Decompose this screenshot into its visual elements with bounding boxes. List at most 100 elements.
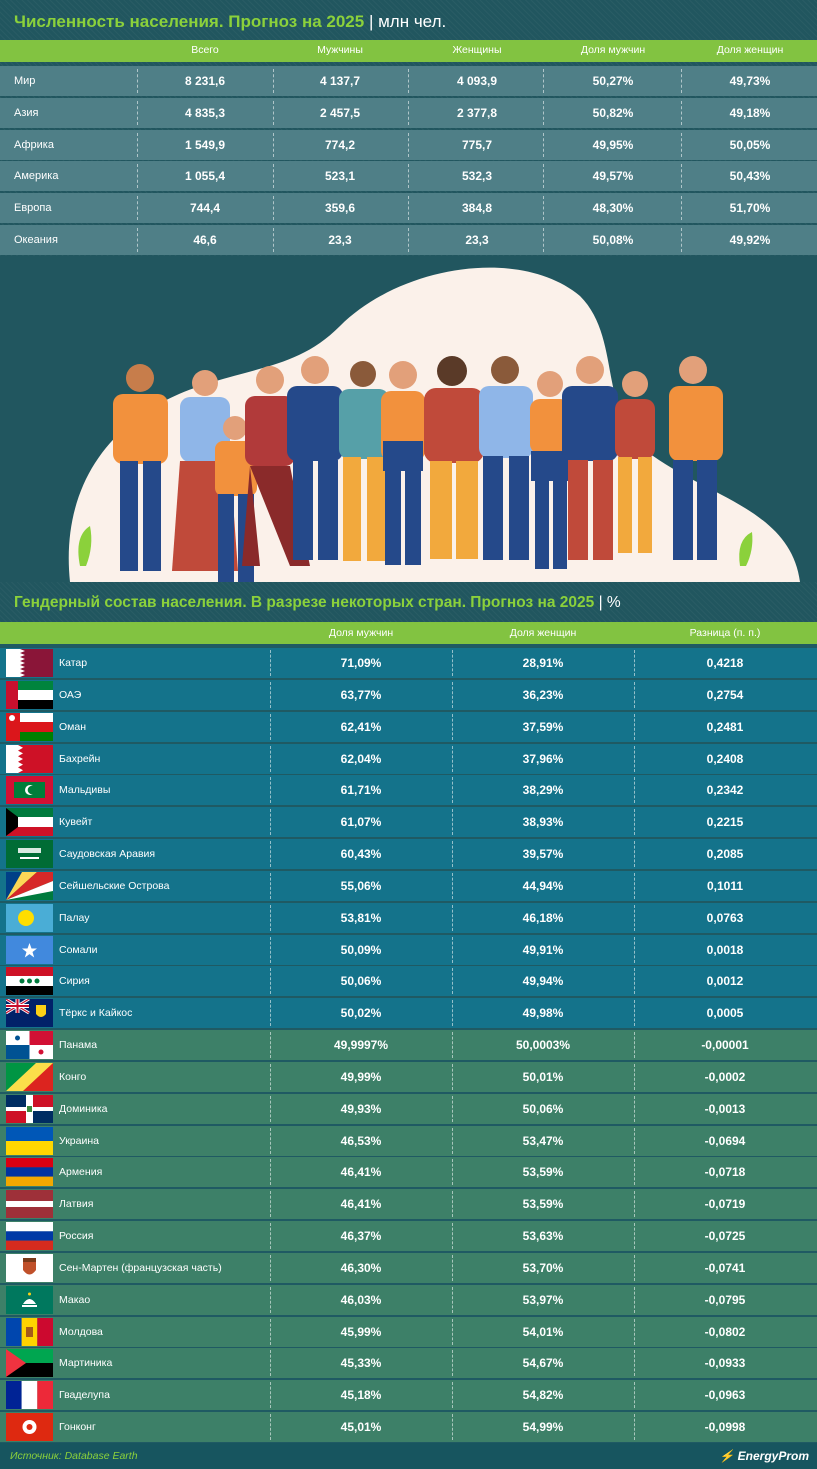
country-row: Оман 62,41% 37,59% 0,2481	[0, 711, 817, 742]
column-divider	[634, 1000, 635, 1027]
country-value: -0,0718	[704, 1165, 746, 1180]
region-value: 532,3	[461, 169, 493, 184]
region-value: 359,6	[324, 201, 356, 216]
country-value: 53,47%	[522, 1133, 564, 1148]
country-value: 0,2215	[706, 815, 744, 830]
region-value: 8 231,6	[184, 74, 226, 88]
martinique-flag-icon	[6, 1349, 53, 1378]
country-row: Армения 46,41% 53,59% -0,0718	[0, 1157, 817, 1188]
country-value: 62,41%	[340, 719, 382, 734]
saint-martin-flag-icon	[6, 1253, 53, 1282]
dominican-flag-icon	[6, 1094, 53, 1123]
population-title-text: Численность населения. Прогноз на 2025	[14, 12, 365, 31]
country-value: 53,81%	[340, 910, 382, 925]
country-value: 0,0012	[706, 974, 744, 989]
column-divider	[681, 196, 682, 221]
column-divider	[543, 196, 544, 221]
macau-flag-icon	[6, 1285, 53, 1314]
column-divider	[273, 228, 274, 252]
column-divider	[452, 713, 453, 740]
gender-title-text: Гендерный состав населения. В разрезе не…	[14, 594, 595, 611]
column-divider	[273, 196, 274, 221]
country-value: 50,06%	[340, 974, 382, 989]
country-value: 53,70%	[522, 1260, 564, 1275]
column-divider	[452, 1000, 453, 1027]
country-value: -0,0719	[704, 1197, 746, 1212]
country-value: 36,23%	[522, 687, 564, 702]
country-value: 37,59%	[522, 719, 564, 734]
population-table-row: Америка 1 055,4 523,1 532,3 49,57% 50,43%	[0, 161, 817, 192]
column-divider	[634, 650, 635, 676]
country-value: 37,96%	[522, 751, 564, 766]
table1-header-4: Доля женщин	[716, 44, 784, 56]
country-name: Мартиника	[59, 1357, 113, 1370]
column-divider	[634, 1382, 635, 1409]
country-value: 0,4218	[706, 656, 744, 670]
country-value: 50,09%	[340, 942, 382, 957]
column-divider	[137, 69, 138, 93]
region-name: Европа	[14, 202, 52, 215]
country-value: 0,0018	[706, 942, 744, 957]
country-value: 0,1011	[706, 878, 744, 893]
column-divider	[137, 164, 138, 189]
country-name: Саудовская Аравия	[59, 848, 156, 861]
country-value: 54,82%	[522, 1388, 564, 1403]
column-divider	[270, 1223, 271, 1250]
column-divider	[634, 841, 635, 868]
region-value: 775,7	[461, 137, 493, 152]
gender-unit: %	[606, 594, 621, 611]
column-divider	[270, 681, 271, 708]
region-value: 2 457,5	[319, 105, 361, 120]
population-table-row: Океания 46,6 23,3 23,3 50,08% 49,92%	[0, 225, 817, 255]
column-divider	[270, 841, 271, 868]
column-divider	[543, 164, 544, 189]
column-divider	[452, 1063, 453, 1090]
title-separator: |	[368, 12, 374, 31]
column-divider	[634, 1414, 635, 1441]
column-divider	[270, 1286, 271, 1313]
country-value: 38,29%	[522, 783, 564, 798]
country-value: -0,0694	[704, 1133, 746, 1148]
country-row: Кувейт 61,07% 38,93% 0,2215	[0, 807, 817, 838]
country-name: Сомали	[59, 943, 98, 956]
column-divider	[273, 69, 274, 93]
brand-name: EnergyProm	[737, 1449, 809, 1463]
country-value: 45,18%	[340, 1388, 382, 1403]
country-value: -0,0002	[704, 1069, 746, 1084]
country-value: 28,91%	[522, 656, 564, 670]
country-value: 49,94%	[522, 974, 564, 989]
region-value: 49,73%	[729, 74, 771, 88]
table2-header-1: Доля женщин	[509, 627, 577, 639]
column-divider	[634, 745, 635, 772]
country-value: 45,33%	[340, 1356, 382, 1371]
panama-flag-icon	[6, 1031, 53, 1060]
seychelles-flag-icon	[6, 871, 53, 900]
table2-header-0: Доля мужчин	[328, 627, 394, 639]
country-name: Панама	[59, 1039, 98, 1052]
kuwait-flag-icon	[6, 808, 53, 837]
table1-header-2: Женщины	[452, 44, 502, 56]
column-divider	[634, 713, 635, 740]
region-name: Африка	[14, 138, 54, 151]
country-row: Тёркс и Кайкос 50,02% 49,98% 0,0005	[0, 998, 817, 1029]
column-divider	[270, 713, 271, 740]
country-value: 55,06%	[340, 878, 382, 893]
country-row: ОАЭ 63,77% 36,23% 0,2754	[0, 679, 817, 710]
country-value: 54,01%	[522, 1324, 564, 1339]
column-divider	[452, 968, 453, 995]
country-value: 46,41%	[340, 1197, 382, 1212]
column-divider	[681, 100, 682, 125]
country-value: 50,06%	[522, 1101, 564, 1116]
column-divider	[452, 1382, 453, 1409]
country-value: 39,57%	[522, 847, 564, 862]
country-value: 53,63%	[522, 1229, 564, 1244]
column-divider	[270, 809, 271, 836]
column-divider	[634, 904, 635, 931]
country-row: Катар 71,09% 28,91% 0,4218	[0, 648, 817, 678]
column-divider	[270, 1032, 271, 1059]
somalia-flag-icon	[6, 935, 53, 964]
column-divider	[408, 228, 409, 252]
column-divider	[270, 650, 271, 676]
region-value: 523,1	[324, 169, 356, 184]
column-divider	[681, 132, 682, 157]
